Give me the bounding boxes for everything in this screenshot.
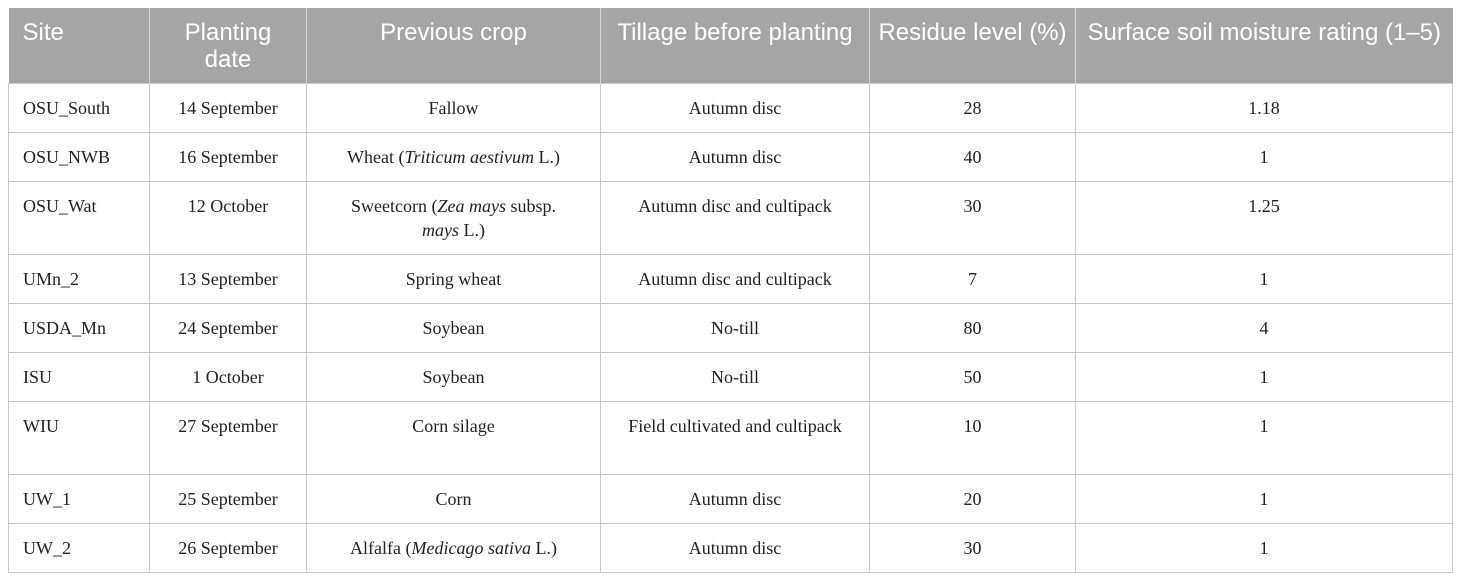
cell-residue-level: 50: [869, 352, 1076, 402]
cell-planting-date: 13 September: [149, 254, 307, 304]
cell-soil-moisture: 1: [1075, 132, 1453, 182]
table-row: UW_2 26 September Alfalfa (Medicago sati…: [8, 523, 1453, 573]
cell-residue-level: 30: [869, 181, 1076, 255]
cell-planting-date: 16 September: [149, 132, 307, 182]
crop-text: Sweetcorn (: [351, 196, 438, 216]
cell-previous-crop: Corn: [306, 474, 601, 524]
cell-planting-date: 14 September: [149, 83, 307, 133]
crop-text: Soybean: [422, 367, 485, 387]
cell-previous-crop: Soybean: [306, 352, 601, 402]
cell-residue-level: 30: [869, 523, 1076, 573]
site-details-table: Site Planting date Previous crop Tillage…: [8, 8, 1453, 573]
header-planting-date: Planting date: [149, 8, 307, 84]
cell-previous-crop: Fallow: [306, 83, 601, 133]
cell-tillage: Autumn disc: [600, 132, 870, 182]
cell-planting-date: 26 September: [149, 523, 307, 573]
table-row: UMn_2 13 September Spring wheat Autumn d…: [8, 254, 1453, 304]
cell-planting-date: 27 September: [149, 401, 307, 475]
crop-species: Triticum aestivum: [404, 147, 534, 167]
crop-text: L.): [459, 220, 486, 240]
table-row: WIU 27 September Corn silage Field culti…: [8, 401, 1453, 475]
crop-text: Corn silage: [412, 416, 495, 436]
cell-previous-crop: Alfalfa (Medicago sativa L.): [306, 523, 601, 573]
table-row: ISU 1 October Soybean No-till 50 1: [8, 352, 1453, 402]
crop-text: Alfalfa (: [350, 538, 412, 558]
crop-text: Fallow: [428, 98, 479, 118]
header-row: Site Planting date Previous crop Tillage…: [8, 8, 1453, 84]
cell-site: UW_1: [8, 474, 150, 524]
cell-site: ISU: [8, 352, 150, 402]
cell-site: UMn_2: [8, 254, 150, 304]
cell-site: OSU_South: [8, 83, 150, 133]
crop-text: L.): [533, 147, 560, 167]
cell-soil-moisture: 1.25: [1075, 181, 1453, 255]
cell-soil-moisture: 1: [1075, 474, 1453, 524]
cell-tillage: No-till: [600, 352, 870, 402]
cell-tillage: No-till: [600, 303, 870, 353]
table-body: OSU_South 14 September Fallow Autumn dis…: [8, 83, 1453, 573]
header-site: Site: [8, 8, 150, 84]
cell-tillage: Autumn disc: [600, 83, 870, 133]
table-header: Site Planting date Previous crop Tillage…: [8, 8, 1453, 84]
cell-residue-level: 28: [869, 83, 1076, 133]
cell-tillage: Autumn disc: [600, 474, 870, 524]
cell-planting-date: 25 September: [149, 474, 307, 524]
cell-residue-level: 20: [869, 474, 1076, 524]
cell-soil-moisture: 4: [1075, 303, 1453, 353]
cell-site: UW_2: [8, 523, 150, 573]
header-residue-level: Residue level (%): [869, 8, 1076, 84]
data-table-container: Site Planting date Previous crop Tillage…: [8, 8, 1453, 573]
crop-species: Zea mays: [437, 196, 506, 216]
table-row: OSU_NWB 16 September Wheat (Triticum aes…: [8, 132, 1453, 182]
cell-previous-crop: Soybean: [306, 303, 601, 353]
cell-site: OSU_NWB: [8, 132, 150, 182]
crop-text: Spring wheat: [405, 269, 502, 289]
cell-tillage: Autumn disc and cultipack: [600, 254, 870, 304]
cell-soil-moisture: 1: [1075, 254, 1453, 304]
cell-previous-crop: Spring wheat: [306, 254, 601, 304]
cell-residue-level: 7: [869, 254, 1076, 304]
crop-species: mays: [422, 220, 459, 240]
cell-planting-date: 12 October: [149, 181, 307, 255]
crop-species: Medicago sativa: [411, 538, 531, 558]
crop-text: Corn: [435, 489, 472, 509]
table-row: OSU_South 14 September Fallow Autumn dis…: [8, 83, 1453, 133]
cell-residue-level: 80: [869, 303, 1076, 353]
cell-site: WIU: [8, 401, 150, 475]
cell-planting-date: 24 September: [149, 303, 307, 353]
cell-previous-crop: Sweetcorn (Zea mays subsp. mays L.): [306, 181, 601, 255]
cell-soil-moisture: 1: [1075, 523, 1453, 573]
table-row: USDA_Mn 24 September Soybean No-till 80 …: [8, 303, 1453, 353]
cell-planting-date: 1 October: [149, 352, 307, 402]
table-row: OSU_Wat 12 October Sweetcorn (Zea mays s…: [8, 181, 1453, 255]
header-soil-moisture: Surface soil moisture rating (1–5): [1075, 8, 1453, 84]
cell-tillage: Field cultivated and cultipack: [600, 401, 870, 475]
crop-text: Wheat (: [347, 147, 405, 167]
cell-soil-moisture: 1.18: [1075, 83, 1453, 133]
header-tillage: Tillage before planting: [600, 8, 870, 84]
header-previous-crop: Previous crop: [306, 8, 601, 84]
cell-previous-crop: Corn silage: [306, 401, 601, 475]
table-row: UW_1 25 September Corn Autumn disc 20 1: [8, 474, 1453, 524]
cell-residue-level: 10: [869, 401, 1076, 475]
crop-text: L.): [530, 538, 557, 558]
cell-soil-moisture: 1: [1075, 401, 1453, 475]
cell-site: USDA_Mn: [8, 303, 150, 353]
cell-tillage: Autumn disc and cultipack: [600, 181, 870, 255]
cell-tillage: Autumn disc: [600, 523, 870, 573]
crop-text: Soybean: [422, 318, 485, 338]
crop-text: subsp.: [505, 196, 556, 216]
cell-site: OSU_Wat: [8, 181, 150, 255]
cell-residue-level: 40: [869, 132, 1076, 182]
cell-soil-moisture: 1: [1075, 352, 1453, 402]
cell-previous-crop: Wheat (Triticum aestivum L.): [306, 132, 601, 182]
